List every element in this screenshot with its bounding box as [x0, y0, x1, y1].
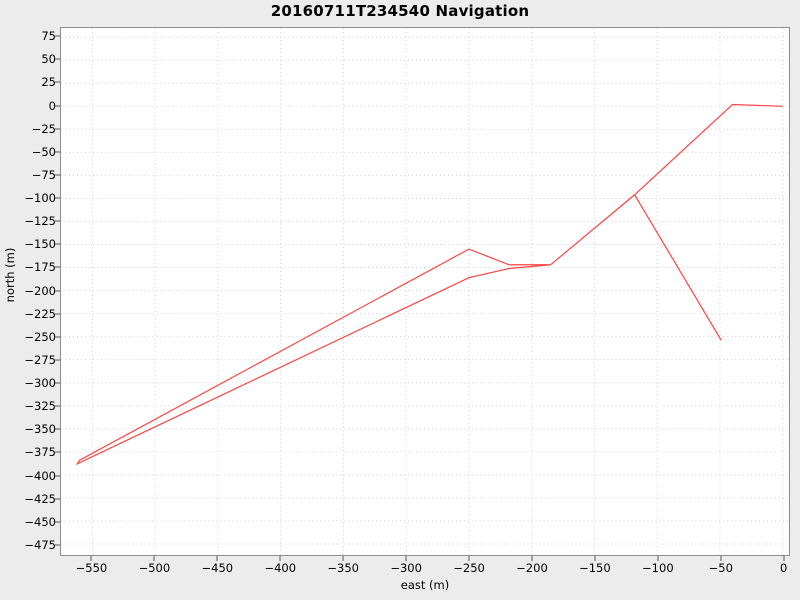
- y-tick-label: −200: [24, 283, 56, 298]
- x-axis-tick-labels: −550 −500 −450 −400 −350 −300 −250 −200 −150 −100…: [0, 561, 800, 581]
- x-tick-mark: [594, 556, 596, 561]
- y-tick-mark: [55, 544, 60, 546]
- y-tick-label: −300: [24, 376, 56, 391]
- x-tick-label: −550: [75, 561, 108, 575]
- y-tick-label: −50: [31, 144, 56, 159]
- x-tick-mark: [90, 556, 92, 561]
- y-tick-mark: [55, 428, 60, 430]
- y-tick-mark: [55, 58, 60, 60]
- y-tick-mark: [55, 336, 60, 338]
- y-tick-mark: [55, 521, 60, 523]
- y-tick-label: −400: [24, 468, 56, 483]
- y-tick-mark: [55, 313, 60, 315]
- y-tick-label: −450: [24, 514, 56, 529]
- x-tick-label: −150: [579, 561, 611, 575]
- y-tick-label: −350: [24, 422, 56, 437]
- x-axis-label: east (m): [400, 578, 450, 592]
- y-tick-label: 25: [41, 75, 56, 90]
- x-tick-mark: [720, 556, 722, 561]
- y-tick-label: −375: [24, 445, 56, 460]
- x-tick-mark: [279, 556, 281, 561]
- x-tick-label: −200: [516, 561, 548, 575]
- y-tick-mark: [55, 382, 60, 384]
- x-tick-label: −300: [390, 561, 422, 575]
- y-tick-mark: [55, 174, 60, 176]
- x-tick-mark: [783, 556, 785, 561]
- x-tick-label: −50: [708, 561, 733, 575]
- page-title: 20160711T234540 Navigation: [270, 2, 530, 20]
- x-tick-label: −500: [138, 561, 171, 575]
- y-tick-label: −175: [24, 260, 56, 275]
- x-tick-mark: [342, 556, 344, 561]
- x-tick-label: −400: [264, 561, 297, 575]
- y-tick-label: −225: [24, 306, 56, 321]
- y-tick-mark: [55, 197, 60, 199]
- y-tick-mark: [55, 451, 60, 453]
- y-tick-label: −75: [31, 167, 56, 182]
- y-tick-label: −100: [24, 191, 56, 206]
- y-tick-label: 75: [41, 29, 56, 44]
- x-tick-label: 0: [780, 561, 788, 575]
- y-tick-label: −475: [24, 537, 56, 552]
- y-tick-label: −125: [24, 214, 56, 229]
- y-axis-label: north (m): [3, 247, 17, 303]
- y-tick-label: 50: [41, 52, 56, 67]
- x-tick-mark: [405, 556, 407, 561]
- y-tick-mark: [55, 220, 60, 222]
- x-tick-mark: [531, 556, 533, 561]
- y-tick-mark: [55, 151, 60, 153]
- y-tick-mark: [55, 128, 60, 130]
- x-tick-label: −100: [642, 561, 674, 575]
- x-tick-label: −450: [201, 561, 234, 575]
- y-tick-mark: [55, 405, 60, 407]
- y-tick-label: −150: [24, 237, 56, 252]
- y-tick-mark: [55, 243, 60, 245]
- y-axis-tick-labels: 75 50 25 0 −25 −50 −75 −100 −125 −150 −175 −200 −225…: [0, 0, 56, 600]
- navigation-track-line: [75, 103, 783, 466]
- y-tick-label: −425: [24, 491, 56, 506]
- x-tick-label: −250: [453, 561, 485, 575]
- plot-area: [60, 27, 790, 556]
- y-tick-mark: [55, 498, 60, 500]
- y-tick-mark: [55, 105, 60, 107]
- y-tick-label: 0: [48, 98, 56, 113]
- x-tick-mark: [153, 556, 155, 561]
- x-tick-label: −350: [327, 561, 359, 575]
- y-tick-mark: [55, 266, 60, 268]
- y-tick-mark: [55, 359, 60, 361]
- y-tick-mark: [55, 475, 60, 477]
- x-tick-mark: [657, 556, 659, 561]
- y-tick-mark: [55, 290, 60, 292]
- y-tick-label: −325: [24, 399, 56, 414]
- grid-layer: [61, 28, 789, 555]
- y-tick-mark: [55, 81, 60, 83]
- x-tick-mark: [216, 556, 218, 561]
- y-tick-mark: [55, 35, 60, 37]
- series-navigation-track: [75, 103, 783, 466]
- x-tick-mark: [468, 556, 470, 561]
- y-tick-label: −25: [31, 121, 56, 136]
- y-tick-label: −275: [24, 352, 56, 367]
- y-tick-label: −250: [24, 329, 56, 344]
